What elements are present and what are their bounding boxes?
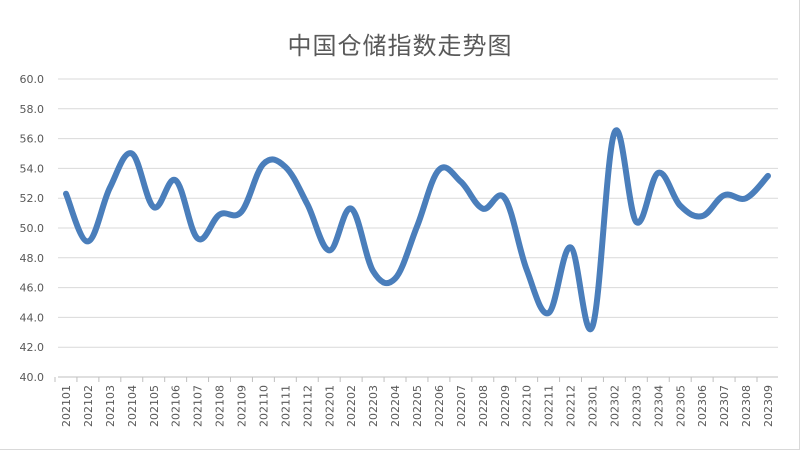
- x-tick-label: 202107: [192, 385, 205, 427]
- x-tick-label: 202106: [170, 385, 183, 427]
- x-tick-label: 202304: [652, 385, 665, 427]
- x-tick-label: 202103: [104, 385, 117, 427]
- x-tick-label: 202102: [82, 385, 95, 427]
- x-tick-label: 202112: [301, 385, 314, 427]
- gridlines: [58, 78, 778, 378]
- x-tick-label: 202305: [674, 385, 687, 427]
- y-tick-label: 46.0: [20, 282, 45, 295]
- x-tick-label: 202201: [323, 385, 336, 427]
- x-tick-label: 202212: [565, 385, 578, 427]
- x-tick-label: 202104: [126, 385, 139, 427]
- y-tick-label: 42.0: [20, 341, 45, 354]
- x-tick-label: 202303: [630, 385, 643, 427]
- x-tick-label: 202301: [587, 385, 600, 427]
- y-tick-label: 58.0: [20, 103, 45, 116]
- x-tick-label: 202101: [60, 385, 73, 427]
- x-tick-label: 202110: [257, 385, 270, 427]
- x-tick-label: 202202: [345, 385, 358, 427]
- x-tick-label: 202108: [214, 385, 227, 427]
- x-tick-label: 202109: [236, 385, 249, 427]
- y-tick-label: 60.0: [20, 73, 45, 86]
- x-tick-label: 202203: [367, 385, 380, 427]
- y-tick-label: 48.0: [20, 252, 45, 265]
- x-tick-label: 202204: [389, 385, 402, 427]
- y-tick-label: 44.0: [20, 311, 45, 324]
- x-tick-label: 202207: [455, 385, 468, 427]
- series-line: [63, 127, 771, 333]
- x-tick-label: 202209: [499, 385, 512, 427]
- x-tick-label: 202306: [696, 385, 709, 427]
- x-tick-label: 202308: [740, 385, 753, 427]
- y-axis-labels: 40.0 42.0 44.0 46.0 48.0 50.0 52.0 54.0 56.0 58.0…: [20, 73, 45, 384]
- y-tick-label: 50.0: [20, 222, 45, 235]
- x-tick-label: 202111: [279, 385, 292, 427]
- x-tick-label: 202208: [477, 385, 490, 427]
- x-tick-label: 202307: [718, 385, 731, 427]
- y-tick-label: 52.0: [20, 192, 45, 205]
- x-tick-label: 202210: [521, 385, 534, 427]
- y-tick-label: 56.0: [20, 133, 45, 146]
- x-axis-labels: 202101 202102 202103 202104 202105 202106 2021…: [54, 377, 775, 427]
- x-tick-label: 202205: [411, 385, 424, 427]
- x-tick-label: 202302: [608, 385, 621, 427]
- x-tick-label: 202309: [762, 385, 775, 427]
- x-tick-label: 202211: [543, 385, 556, 427]
- x-tick-label: 202206: [433, 385, 446, 427]
- chart-title: 中国仓储指数走势图: [287, 32, 513, 60]
- x-tick-label: 202105: [148, 385, 161, 427]
- y-tick-label: 54.0: [20, 162, 45, 175]
- y-tick-label: 40.0: [20, 371, 45, 384]
